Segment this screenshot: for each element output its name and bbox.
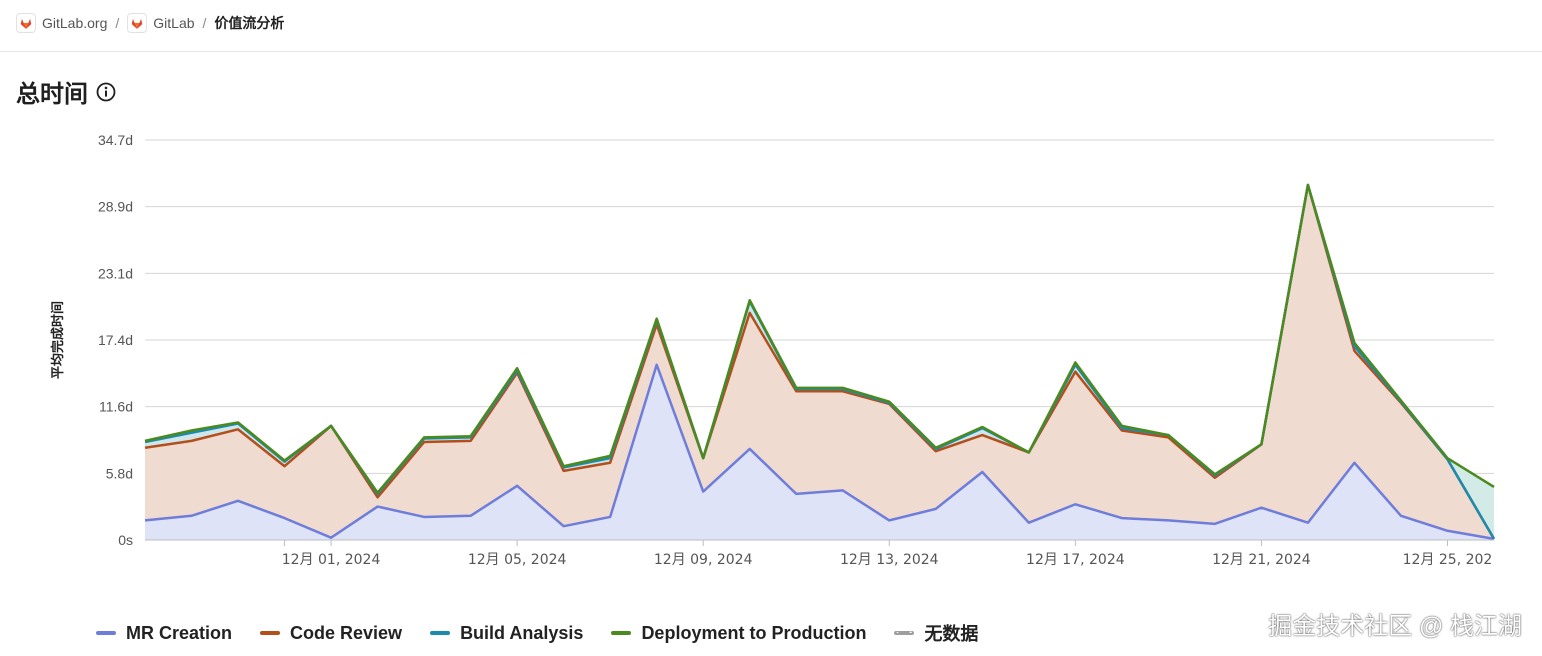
y-tick-label: 28.9d: [98, 199, 133, 215]
info-icon[interactable]: [96, 82, 116, 102]
area-band: [145, 364, 1494, 540]
breadcrumb-separator: /: [115, 15, 120, 31]
legend-item-no-data[interactable]: 无数据: [894, 620, 978, 646]
legend-item-deployment-to-production[interactable]: Deployment to Production: [611, 623, 866, 644]
chart-header: 总时间: [16, 74, 116, 109]
legend-label: Build Analysis: [460, 622, 584, 643]
breadcrumb-label: GitLab: [153, 15, 195, 31]
legend-swatch: [260, 631, 281, 635]
legend-swatch: [611, 631, 632, 635]
breadcrumb-label: 价值流分析: [214, 15, 285, 31]
legend-swatch: [96, 631, 116, 635]
x-tick-label: 12月 09, 2024: [654, 552, 753, 568]
page-title: 总时间: [16, 81, 88, 108]
y-axis-title: 平均完成时间: [50, 301, 66, 379]
legend-label: Code Review: [290, 622, 403, 643]
x-tick-label: 12月 13, 2024: [840, 552, 939, 568]
total-time-chart: 0s 5.8d 11.6d 17.4d 23.1d 28.9d 34.7d 平均完成时间 12月…: [50, 132, 1496, 568]
y-tick-label: 23.1d: [98, 265, 133, 281]
y-tick-label: 34.7d: [98, 132, 133, 148]
legend-swatch: [430, 631, 451, 635]
area-band: [145, 184, 1494, 539]
series-line: [144, 183, 1495, 494]
gitlab-logo-icon: [16, 13, 36, 33]
legend-item-code-review[interactable]: Code Review: [260, 623, 402, 644]
x-tick-label: 12月 21, 2024: [1212, 552, 1311, 568]
legend-item-mr-creation[interactable]: MR Creation: [96, 623, 232, 644]
legend-swatch: [894, 631, 915, 635]
breadcrumb: GitLab.org / GitLab / 价值流分析: [16, 8, 284, 38]
breadcrumb-item-gitlab[interactable]: GitLab: [127, 13, 195, 33]
chart-legend: MR Creation Code Review Build Analysis D…: [96, 620, 978, 646]
x-tick-label: 12月 05, 2024: [468, 552, 567, 568]
x-tick-label: 12月 01, 2024: [282, 552, 381, 568]
x-tick-label: 12月 17, 2024: [1026, 552, 1125, 568]
y-tick-label: 5.8d: [106, 465, 133, 481]
y-tick-label: 17.4d: [98, 332, 133, 348]
watermark: 掘金技术社区 @ 栈江湖: [1268, 613, 1522, 640]
legend-item-build-analysis[interactable]: Build Analysis: [430, 623, 583, 644]
legend-label: MR Creation: [126, 622, 233, 643]
breadcrumb-label: GitLab.org: [42, 15, 108, 31]
breadcrumb-item-value-stream-analytics: 价值流分析: [214, 13, 284, 33]
series-line: [144, 363, 1495, 541]
gitlab-logo-icon: [127, 13, 148, 33]
y-tick-label: 11.6d: [99, 399, 133, 415]
breadcrumb-separator: /: [202, 15, 207, 31]
legend-label: Deployment to Production: [641, 622, 867, 643]
legend-label: 无数据: [924, 624, 979, 644]
header-divider: [0, 51, 1542, 52]
breadcrumb-item-gitlab-org[interactable]: GitLab.org: [16, 13, 107, 33]
y-tick-label: 0s: [118, 532, 133, 548]
x-tick-label: 12月 25, 202: [1403, 552, 1493, 568]
